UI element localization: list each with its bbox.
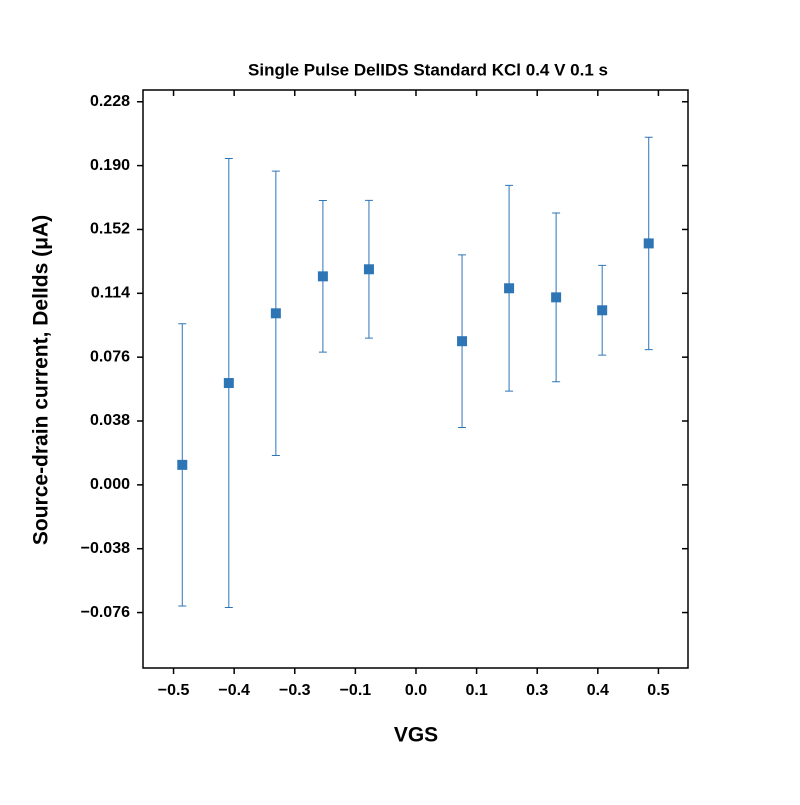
point (270, 308, 281, 319)
x-tick-label: 0.0 (405, 682, 427, 699)
y-tick-label: 0.228 (90, 93, 130, 110)
x-tick-label: −0.3 (279, 682, 311, 699)
y-tick-label: 0.152 (90, 221, 130, 238)
y-tick-label: 0.038 (90, 412, 130, 429)
x-tick-label: 0.1 (465, 682, 487, 699)
y-tick-label: 0.076 (90, 348, 130, 365)
y-axis-label: Source-drain current, DelIds (μA) (30, 215, 53, 545)
point (643, 238, 654, 249)
point (551, 292, 562, 303)
point (177, 459, 188, 470)
point (317, 271, 328, 282)
point (597, 305, 608, 316)
x-axis-label: VGS (394, 724, 438, 747)
point (504, 283, 515, 294)
x-tick-label: −0.5 (158, 682, 190, 699)
x-tick-label: 0.3 (526, 682, 548, 699)
x-tick-label: 0.5 (647, 682, 669, 699)
y-tick-label: 0.114 (91, 285, 130, 302)
point (363, 264, 374, 275)
point (457, 336, 468, 347)
y-tick-label: −0.076 (81, 604, 130, 621)
y-tick-label: 0.000 (90, 476, 130, 493)
y-tick-label: −0.038 (81, 540, 130, 557)
point (223, 378, 234, 389)
chart-title: Single Pulse DelIDS Standard KCl 0.4 V 0… (248, 60, 608, 79)
x-tick-label: −0.4 (218, 682, 250, 699)
x-tick-label: 0.4 (587, 682, 609, 699)
x-tick-label: −0.1 (340, 682, 372, 699)
y-tick-label: 0.190 (90, 157, 130, 174)
